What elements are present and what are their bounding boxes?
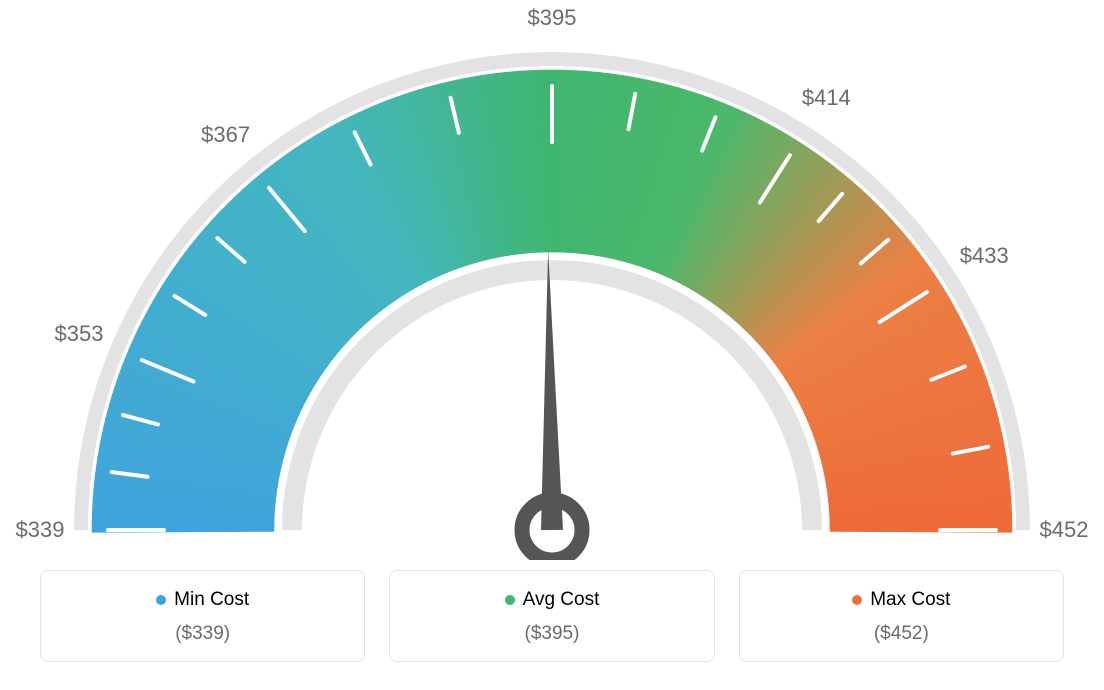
legend-label-max: Max Cost — [870, 589, 950, 611]
gauge-tick-label: $353 — [54, 321, 103, 347]
cost-gauge-chart: { "gauge": { "type": "gauge", "min_value… — [0, 0, 1104, 690]
legend-label-min: Min Cost — [174, 589, 249, 611]
legend-card-avg: Avg Cost ($395) — [389, 570, 714, 662]
legend-title-avg: Avg Cost — [505, 589, 600, 611]
legend-value-max: ($452) — [750, 623, 1053, 645]
legend-row: Min Cost ($339) Avg Cost ($395) Max Cost… — [40, 570, 1064, 662]
gauge-tick-label: $414 — [802, 85, 851, 111]
gauge-area: $339 $353 $367 $395 $414 $433 $452 — [0, 0, 1104, 560]
dot-avg — [505, 595, 515, 605]
legend-title-min: Min Cost — [156, 589, 249, 611]
gauge-tick-label: $452 — [1040, 517, 1089, 543]
dot-max — [852, 595, 862, 605]
legend-label-avg: Avg Cost — [523, 589, 600, 611]
legend-value-avg: ($395) — [400, 623, 703, 645]
legend-card-max: Max Cost ($452) — [739, 570, 1064, 662]
gauge-tick-label: $367 — [201, 122, 250, 148]
legend-card-min: Min Cost ($339) — [40, 570, 365, 662]
legend-value-min: ($339) — [51, 623, 354, 645]
gauge-tick-label: $433 — [960, 243, 1009, 269]
gauge-tick-label: $395 — [528, 5, 577, 31]
gauge-svg — [0, 0, 1104, 560]
legend-title-max: Max Cost — [852, 589, 950, 611]
gauge-tick-label: $339 — [16, 517, 65, 543]
dot-min — [156, 595, 166, 605]
